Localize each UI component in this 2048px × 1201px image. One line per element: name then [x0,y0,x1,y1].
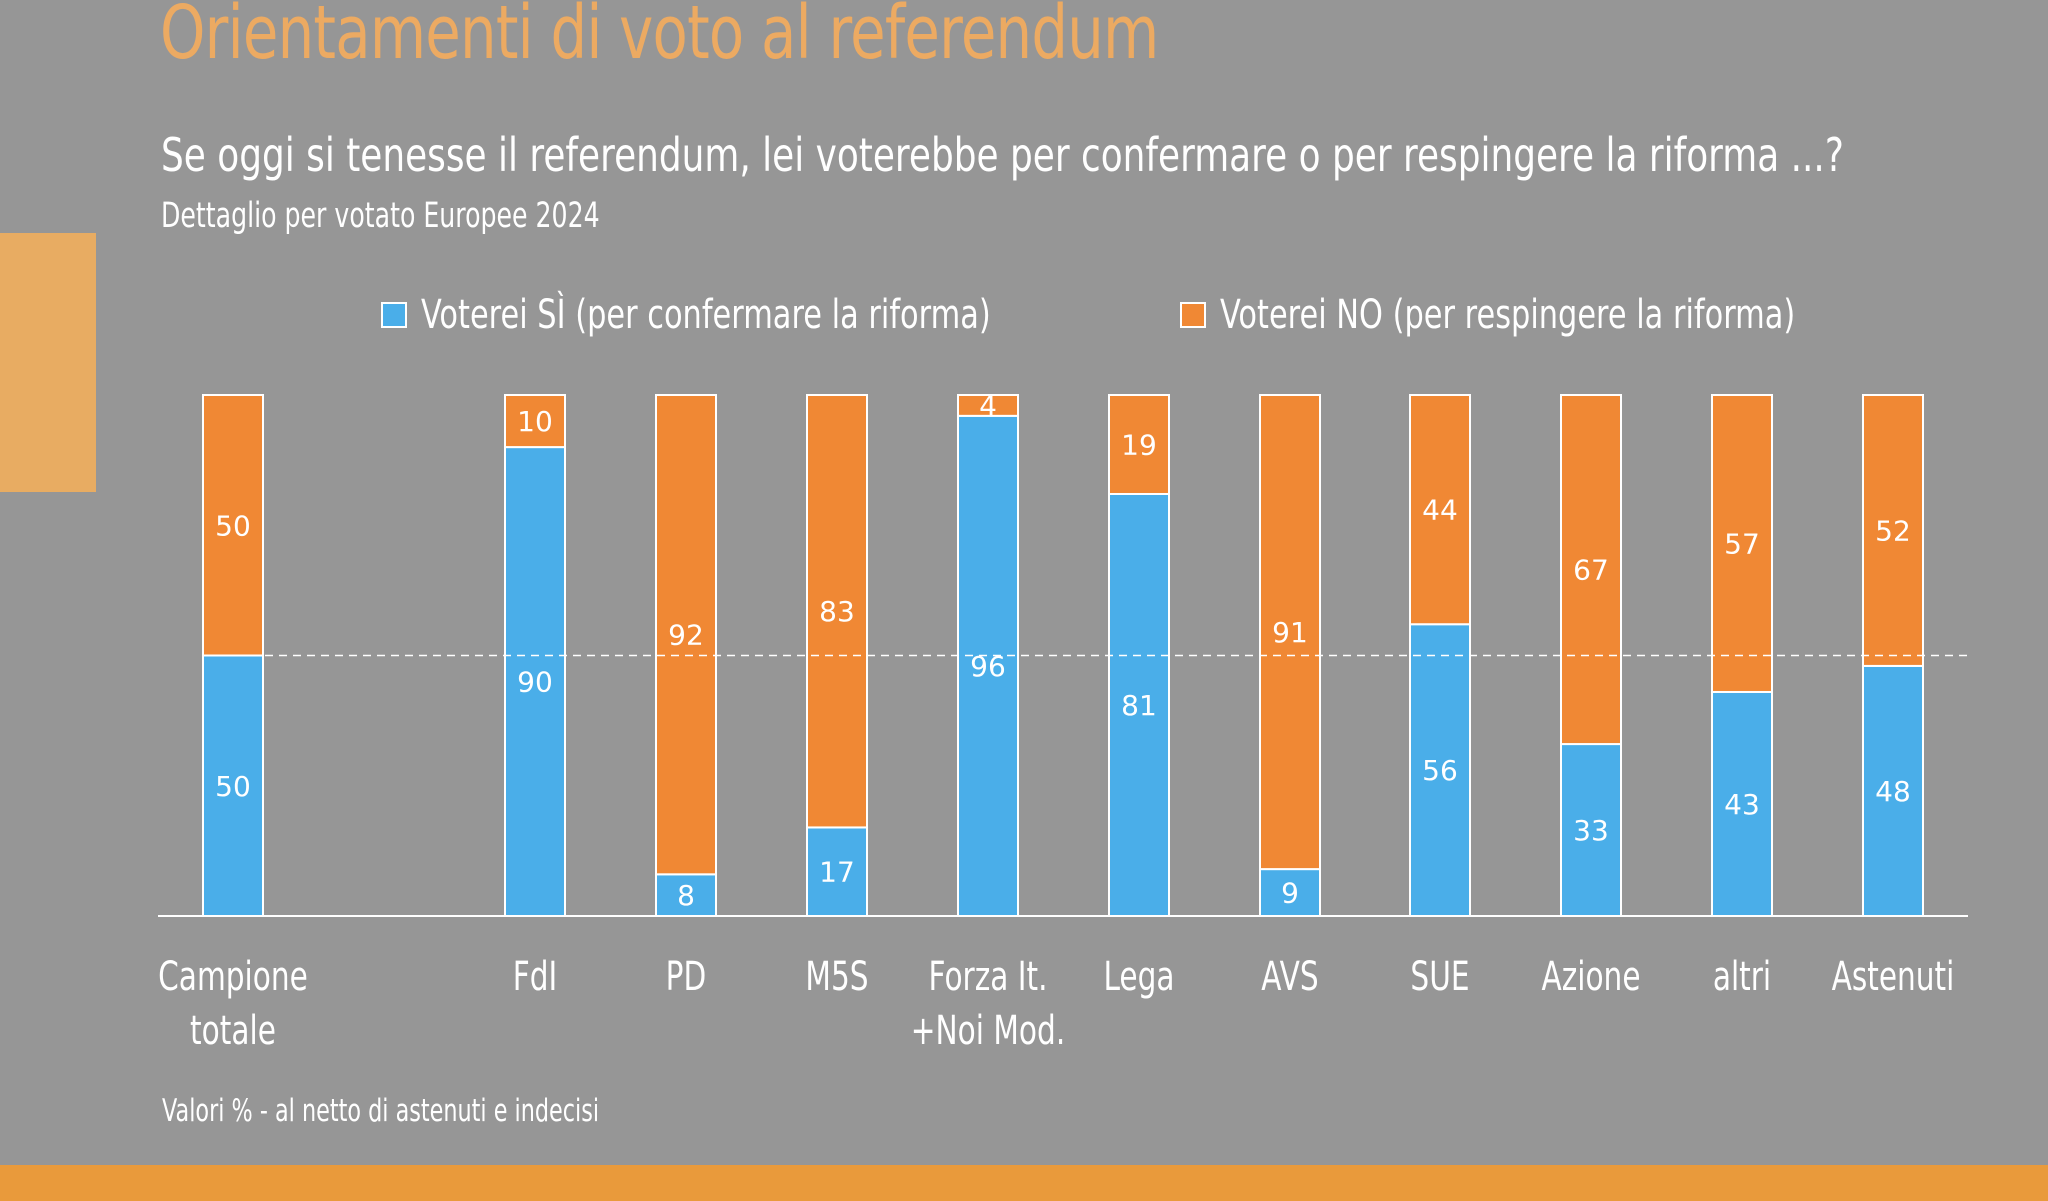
category-label: Azione [1541,954,1640,1001]
value-label-si: 50 [215,770,251,803]
value-label-no: 57 [1724,527,1760,560]
value-label-si: 56 [1422,754,1458,787]
value-label-si: 33 [1573,814,1609,847]
value-label-no: 44 [1422,494,1458,527]
page-title: Orientamenti di voto al referendum [160,0,1159,76]
bar-si [1409,623,1471,917]
value-label-no: 67 [1573,554,1609,587]
value-label-no: 50 [215,509,251,542]
bar-no [1108,394,1170,495]
bar-si [1108,492,1170,917]
category-label: +Noi Mod. [911,1008,1065,1055]
bar-si [957,414,1019,917]
bar-no [1409,394,1471,626]
legend-item-si: Voterei SÌ (per confermare la riforma) [381,290,1171,340]
category-label: PD [666,954,707,1001]
category-label: FdI [513,954,558,1001]
bar-no [1560,394,1622,746]
bar-no [202,394,264,657]
category-label: M5S [805,954,868,1001]
category-label: Campione [158,954,308,1001]
category-label: AVS [1261,954,1318,1001]
category-label: totale [190,1008,276,1055]
value-label-si: 48 [1875,775,1911,808]
bar-no [504,394,566,449]
category-label: SUE [1410,954,1469,1001]
value-label-no: 4 [979,389,997,422]
bar-no [806,394,868,829]
value-label-no: 10 [517,405,553,438]
legend-label-no: Voterei NO (per respingere la riforma) [1220,292,1796,338]
value-label-si: 17 [819,856,855,889]
bar-si [1711,690,1773,917]
legend-item-no: Voterei NO (per respingere la riforma) [1180,290,1977,340]
value-label-si: 43 [1724,788,1760,821]
footnote: Valori % - al netto di astenuti e indeci… [162,1093,600,1129]
bar-si [806,826,868,917]
value-label-si: 8 [677,879,695,912]
bar-si [655,873,717,918]
category-label: Astenuti [1832,954,1955,1001]
legend-label-si: Voterei SÌ (per confermare la riforma) [421,292,991,338]
legend-swatch-no [1180,302,1206,328]
value-label-si: 9 [1281,877,1299,910]
question-text: Se oggi si tenesse il referendum, lei vo… [161,128,1844,182]
bar-si [504,446,566,917]
value-label-no: 52 [1875,514,1911,547]
bar-no [1862,394,1924,667]
value-label-no: 19 [1121,428,1157,461]
stacked-bar-chart: 5050Campionetotale9010FdI892PD1783M5S964… [158,389,1968,1055]
bar-no [957,394,1019,417]
value-label-no: 83 [819,595,855,628]
accent-block [0,233,96,492]
category-label: altri [1713,954,1771,1001]
category-label: Forza It. [928,954,1047,1001]
legend-swatch-si [381,302,407,328]
bar-no [1711,394,1773,693]
category-label: Lega [1103,954,1174,1001]
value-label-no: 91 [1272,616,1308,649]
bar-no [655,394,717,876]
value-label-si: 90 [517,666,553,699]
value-label-si: 81 [1121,689,1157,722]
subtitle: Dettaglio per votato Europee 2024 [161,196,600,236]
bar-no [1259,394,1321,871]
value-label-no: 92 [668,619,704,652]
footer-band [0,1165,2048,1201]
